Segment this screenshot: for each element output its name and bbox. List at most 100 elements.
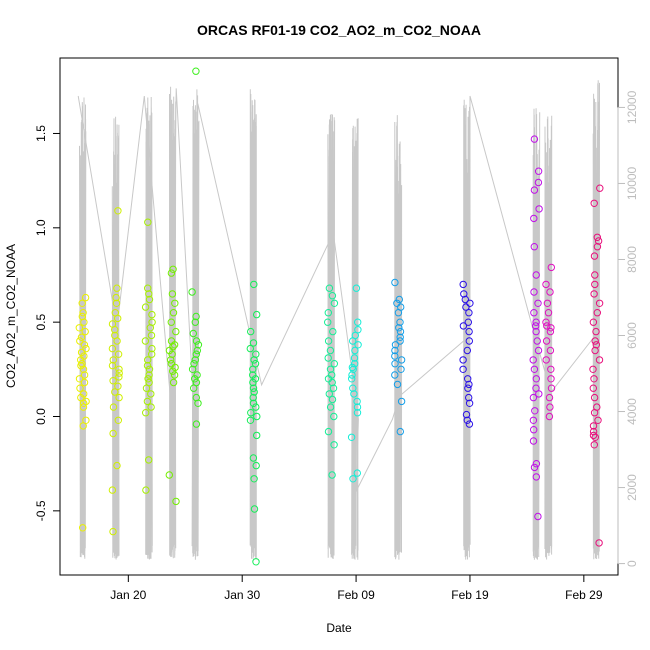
data-point [246, 344, 255, 353]
data-point [465, 380, 473, 389]
x-tick-label: Feb 29 [565, 588, 603, 602]
data-point [592, 341, 600, 349]
data-point [354, 341, 362, 349]
data-point [351, 346, 359, 355]
data-point [169, 367, 177, 375]
data-point [76, 337, 84, 345]
data-point [113, 284, 121, 292]
data-point [80, 371, 89, 379]
data-point [142, 409, 150, 417]
data-point [590, 252, 599, 260]
data-point [395, 324, 403, 332]
data-point [465, 337, 473, 345]
data-point [530, 426, 538, 434]
data-point [391, 346, 399, 355]
data-point [546, 288, 554, 296]
data-point [169, 265, 177, 273]
data-point [353, 409, 362, 417]
data-point [396, 318, 404, 326]
data-point [397, 303, 405, 311]
data-point [531, 407, 539, 415]
data-point [593, 309, 601, 317]
data-point [534, 346, 543, 355]
data-point [543, 299, 552, 307]
data-point [253, 412, 261, 421]
data-point [532, 322, 540, 330]
data-point [145, 378, 153, 387]
data-point [464, 318, 472, 326]
data-point [109, 356, 118, 364]
data-point [396, 337, 404, 345]
altitude-flight-trace [544, 115, 553, 560]
data-point [594, 237, 603, 245]
data-point [348, 371, 356, 379]
data-point [391, 278, 399, 287]
data-point [167, 360, 176, 368]
data-point [353, 403, 362, 411]
data-point [464, 375, 472, 383]
data-point [325, 284, 334, 292]
data-point [115, 393, 123, 402]
data-point [111, 309, 120, 317]
data-point [114, 207, 122, 215]
data-point [78, 299, 86, 307]
data-point [546, 346, 555, 355]
data-point [535, 390, 543, 398]
data-point [330, 360, 338, 368]
data-point [247, 327, 255, 336]
data-point [144, 375, 152, 383]
data-point [534, 167, 543, 175]
data-point [533, 337, 541, 345]
data-point [148, 318, 156, 326]
data-point [393, 380, 402, 389]
data-point [590, 375, 598, 383]
data-point [108, 344, 117, 353]
data-point [530, 135, 539, 143]
data-point [547, 375, 555, 383]
data-point [249, 339, 258, 347]
data-point [542, 318, 550, 326]
data-point [589, 384, 597, 392]
data-point [194, 341, 203, 349]
data-point [324, 318, 332, 326]
data-point [115, 365, 123, 373]
altitude-flight-trace [169, 86, 177, 559]
data-point [543, 322, 551, 330]
data-point [353, 397, 361, 406]
data-point [148, 350, 156, 358]
data-point [145, 371, 153, 379]
data-point [397, 365, 405, 373]
data-point [349, 384, 357, 392]
data-point [589, 318, 598, 326]
data-point [109, 527, 117, 536]
data-point [252, 350, 260, 358]
y2-tick-label: 2000 [625, 474, 639, 501]
data-point [532, 473, 540, 481]
data-point [111, 388, 119, 396]
data-point [147, 331, 156, 340]
data-point [82, 344, 90, 353]
data-point [148, 310, 156, 319]
data-point [589, 427, 598, 436]
data-point [589, 365, 597, 373]
data-point [595, 299, 604, 307]
y-axis-left: -0.5 0.0 0.5 1.0 1.5 [34, 125, 61, 521]
data-point [246, 416, 255, 424]
data-point [324, 354, 332, 362]
y-axis-right: 0 2000 4000 6000 8000 10000 12000 [617, 90, 639, 567]
data-point [591, 346, 599, 355]
data-point [169, 309, 178, 317]
data-point [547, 324, 555, 332]
data-point [462, 303, 470, 311]
data-point [530, 463, 539, 472]
data-point [530, 288, 538, 296]
data-point [593, 403, 601, 411]
data-point [534, 512, 542, 521]
data-point [529, 416, 538, 424]
data-point [144, 356, 152, 364]
data-point [349, 475, 357, 483]
data-point [396, 427, 404, 436]
data-point [532, 271, 540, 279]
data-point [145, 290, 153, 298]
data-point [169, 378, 178, 387]
